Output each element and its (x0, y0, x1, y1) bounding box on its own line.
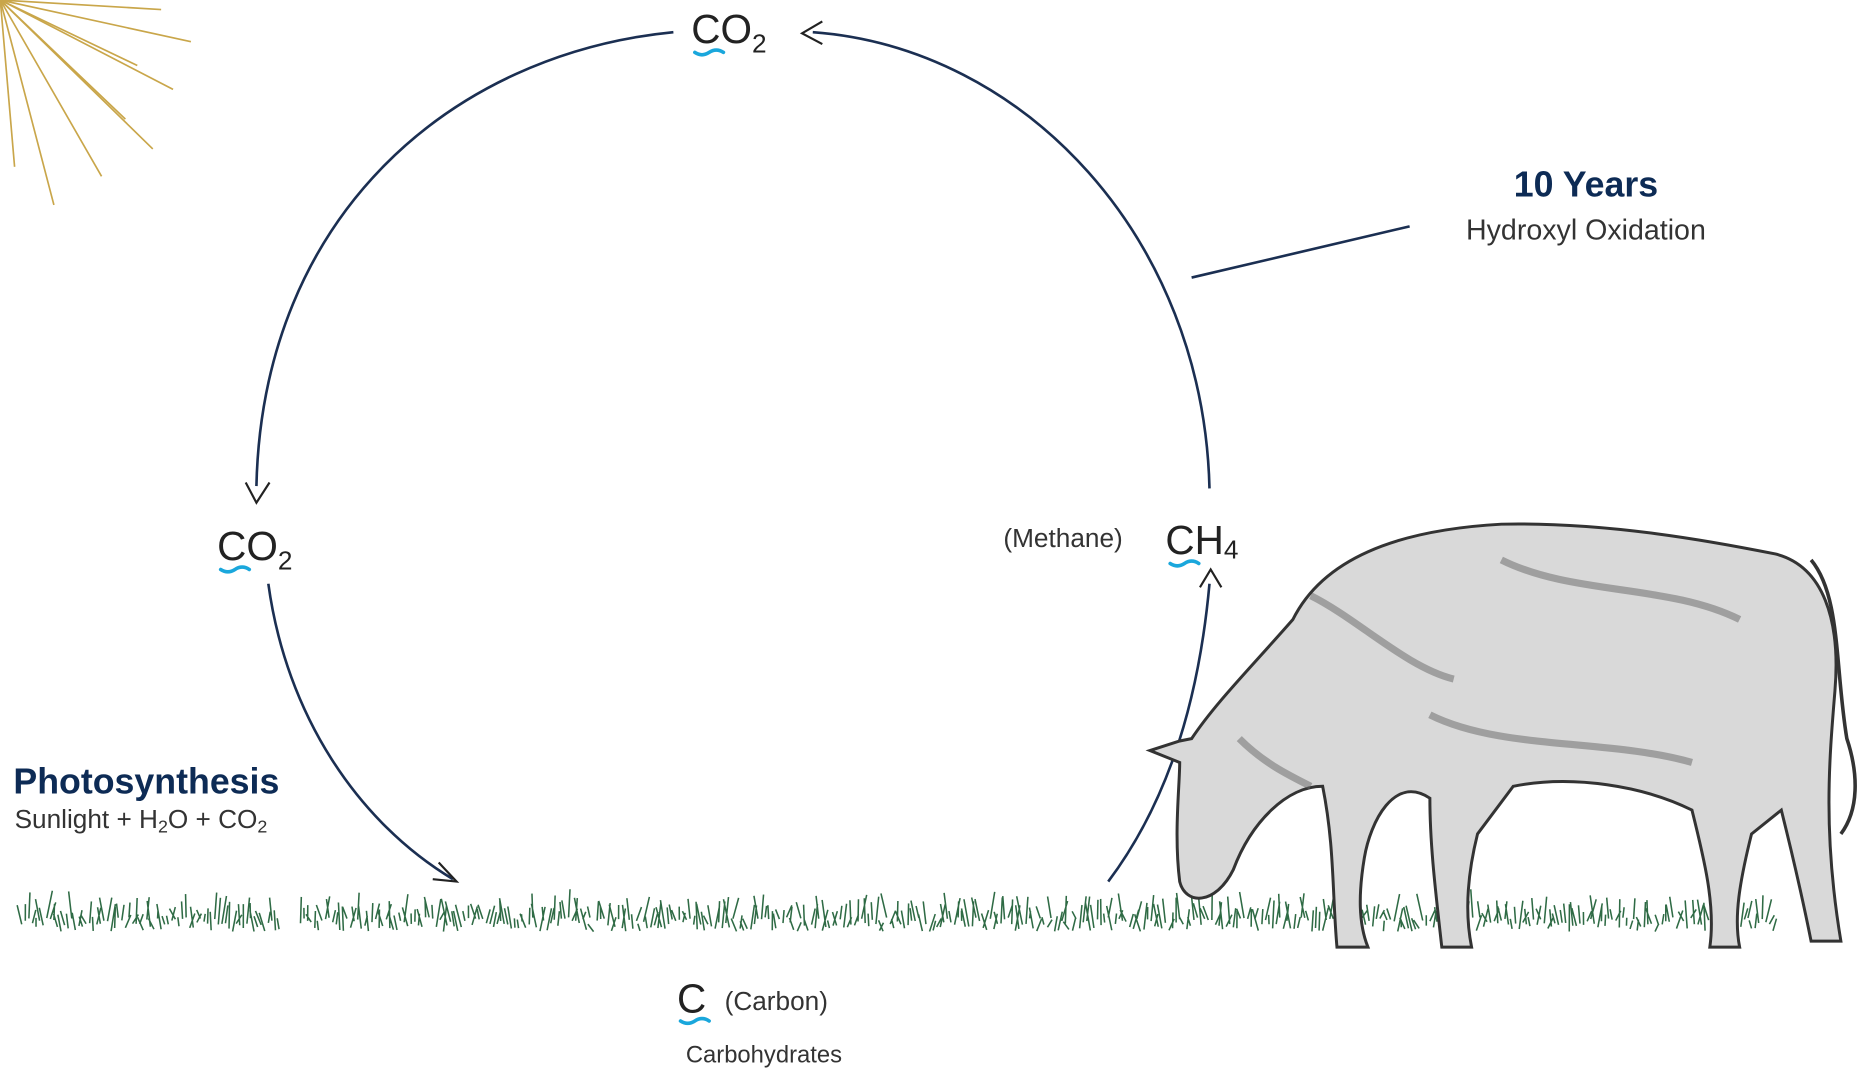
shape (1168, 559, 1201, 568)
methane: (Methane) CH4 (1003, 517, 1238, 568)
shape (812, 30, 1211, 489)
carbon-name: (Carbon) (725, 986, 828, 1016)
formula: CO2 (217, 523, 292, 576)
shape (0, 0, 126, 120)
formula: CH4 (1165, 517, 1238, 565)
shape (432, 861, 460, 883)
shape (1191, 225, 1410, 279)
text-part: 4 (1224, 535, 1239, 565)
text-part: 2 (257, 817, 267, 837)
text-part: CO (691, 6, 752, 52)
text-part: 2 (278, 545, 293, 575)
shape (799, 20, 823, 46)
grass (16, 889, 1778, 933)
shape (0, 0, 192, 43)
subtitle: Hydroxyl Oxidation (1466, 214, 1706, 246)
text-part: O + CO (168, 804, 258, 834)
left-co2: CO2 (217, 523, 292, 576)
text-part: 2 (752, 28, 767, 58)
methane-name: (Methane) (1003, 523, 1122, 553)
shape (1809, 558, 1857, 835)
shape (218, 565, 252, 574)
text-part: Sunlight + H (15, 804, 158, 834)
shape (1199, 567, 1223, 588)
title: Photosynthesis (13, 761, 279, 801)
shape (0, 0, 162, 11)
cow (1145, 522, 1857, 949)
text-part: 2 (158, 817, 168, 837)
text-part: CO (217, 523, 278, 569)
oxidation: 10 Years Hydroxyl Oxidation (1466, 165, 1706, 247)
shape (678, 1016, 711, 1026)
carbon: C (Carbon) Carbohydrates (677, 976, 842, 1069)
title: 10 Years (1514, 165, 1658, 205)
shape (0, 0, 55, 206)
top-co2: CO2 (691, 6, 766, 59)
shape (0, 0, 174, 91)
shape (267, 583, 454, 881)
text-part: CH (1165, 517, 1224, 563)
shape (255, 30, 674, 487)
formula: C (677, 976, 706, 1022)
shape (244, 481, 271, 505)
shape (1236, 556, 1742, 790)
caption: Carbohydrates (686, 1042, 842, 1069)
shape (693, 48, 726, 57)
shape (0, 0, 138, 67)
equation: Sunlight + H2O + CO2 (15, 804, 268, 837)
photosynthesis: Photosynthesis Sunlight + H2O + CO2 (13, 761, 279, 836)
formula: CO2 (691, 6, 766, 59)
grass-blades (16, 889, 1778, 933)
shape (0, 0, 16, 167)
shape (0, 0, 103, 177)
sun (0, 0, 192, 206)
